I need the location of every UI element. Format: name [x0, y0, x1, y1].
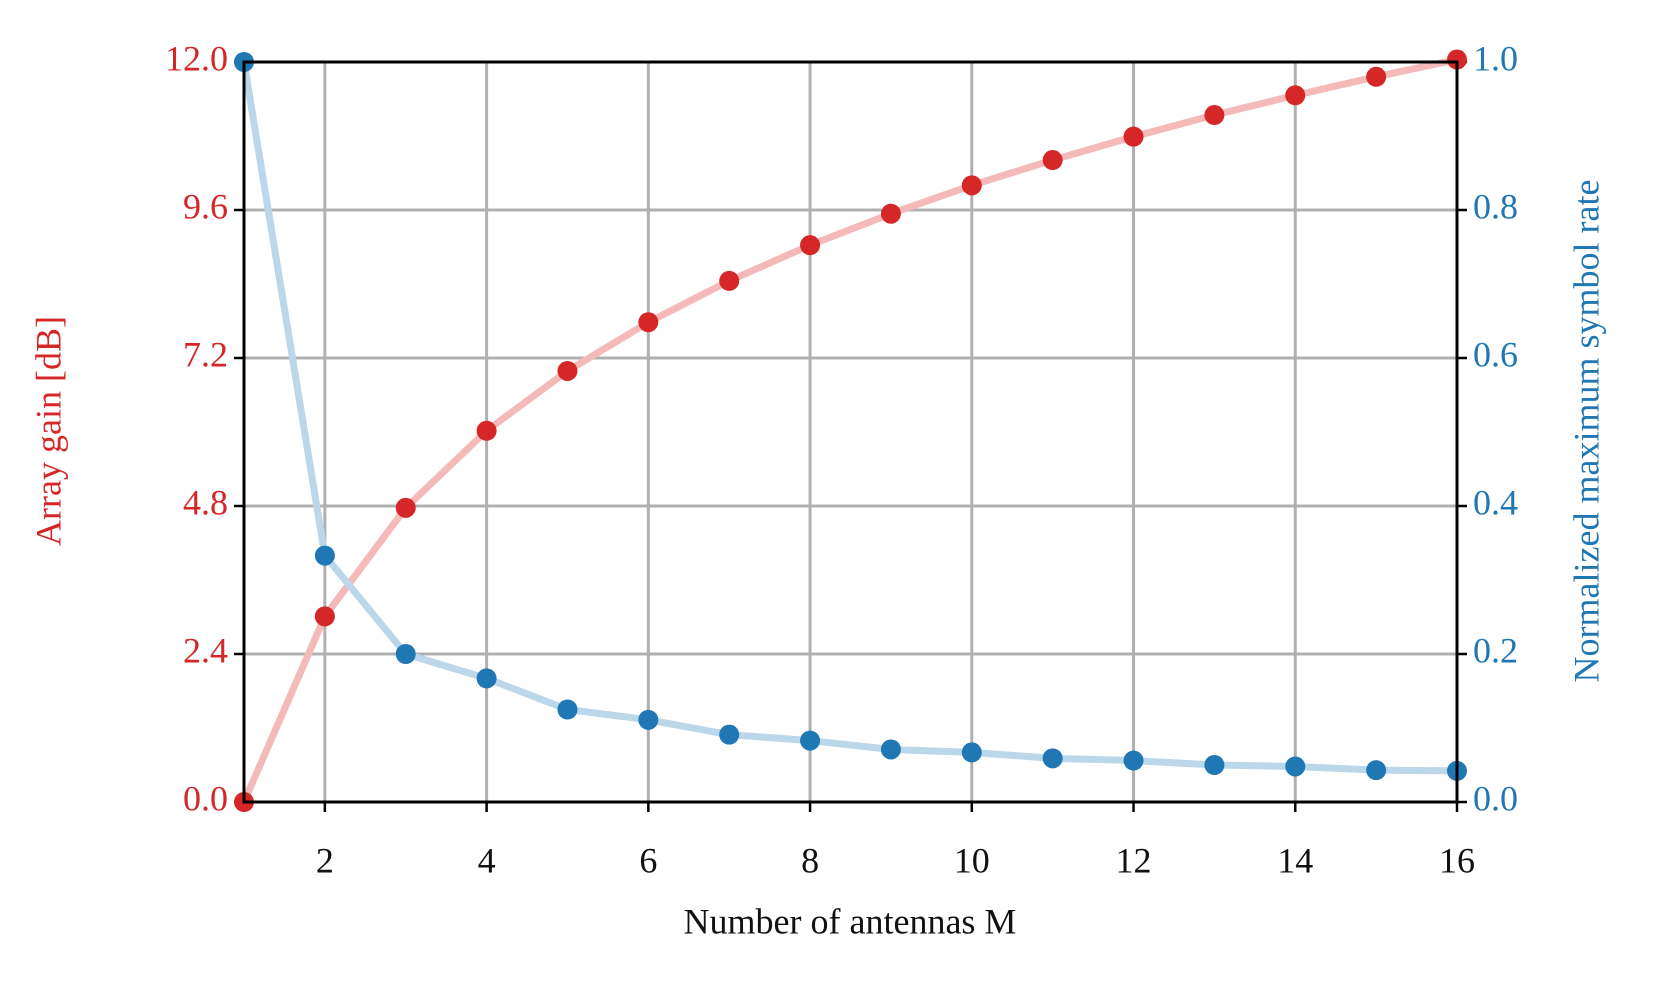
- data-point: [800, 235, 821, 256]
- y2-tick-label: 0.2: [1473, 630, 1518, 670]
- series-line: [240, 61, 1458, 775]
- data-point: [1123, 750, 1144, 771]
- data-point: [476, 420, 497, 441]
- series-line: [240, 56, 1458, 804]
- data-point: [314, 545, 335, 566]
- x-tick-label: 8: [801, 840, 819, 880]
- x-axis-label: Number of antennas M: [684, 901, 1017, 941]
- y2-tick-label: 0.8: [1473, 186, 1518, 226]
- data-point: [800, 730, 821, 751]
- plot-frame: [242, 60, 1459, 804]
- y2-tick-label: 0.4: [1473, 482, 1518, 522]
- data-point: [1366, 66, 1387, 87]
- x-tick-label: 12: [1116, 840, 1152, 880]
- data-point: [638, 312, 659, 333]
- x-tick-label: 6: [639, 840, 657, 880]
- x-tick-label: 10: [954, 840, 990, 880]
- data-point: [557, 699, 578, 720]
- data-point: [719, 270, 740, 291]
- data-point: [880, 203, 901, 224]
- data-point: [1285, 756, 1306, 777]
- x-tick-label: 14: [1277, 840, 1313, 880]
- y2-tick-label: 1.0: [1473, 38, 1518, 78]
- data-point: [314, 606, 335, 627]
- data-point: [1042, 150, 1063, 171]
- data-point: [1204, 105, 1225, 126]
- data-point: [880, 739, 901, 760]
- data-point: [395, 497, 416, 518]
- data-point: [1042, 748, 1063, 769]
- data-point: [961, 175, 982, 196]
- data-point: [1123, 126, 1144, 147]
- x-tick-label: 4: [478, 840, 496, 880]
- y-tick-label: 2.4: [183, 630, 228, 670]
- data-point: [719, 724, 740, 745]
- data-point: [476, 668, 497, 689]
- y-axis-label: Array gain [dB]: [28, 316, 68, 546]
- y2-axis-label: Normalized maximum symbol rate: [1566, 180, 1606, 683]
- data-point: [1366, 760, 1387, 781]
- data-point: [638, 709, 659, 730]
- data-point: [961, 742, 982, 763]
- y-tick-label: 7.2: [183, 334, 228, 374]
- y-tick-label: 4.8: [183, 482, 228, 522]
- data-point: [1447, 49, 1467, 70]
- data-point: [1285, 85, 1306, 106]
- y-tick-label: 0.0: [183, 778, 228, 818]
- x-tick-label: 2: [316, 840, 334, 880]
- data-point: [1204, 755, 1225, 775]
- y2-tick-label: 0.0: [1473, 778, 1518, 818]
- x-tick-label: 16: [1439, 840, 1475, 880]
- data-point: [557, 360, 578, 381]
- y-tick-label: 12.0: [165, 38, 228, 78]
- y2-tick-label: 0.6: [1473, 334, 1518, 374]
- data-point: [395, 644, 416, 664]
- y-tick-label: 9.6: [183, 186, 228, 226]
